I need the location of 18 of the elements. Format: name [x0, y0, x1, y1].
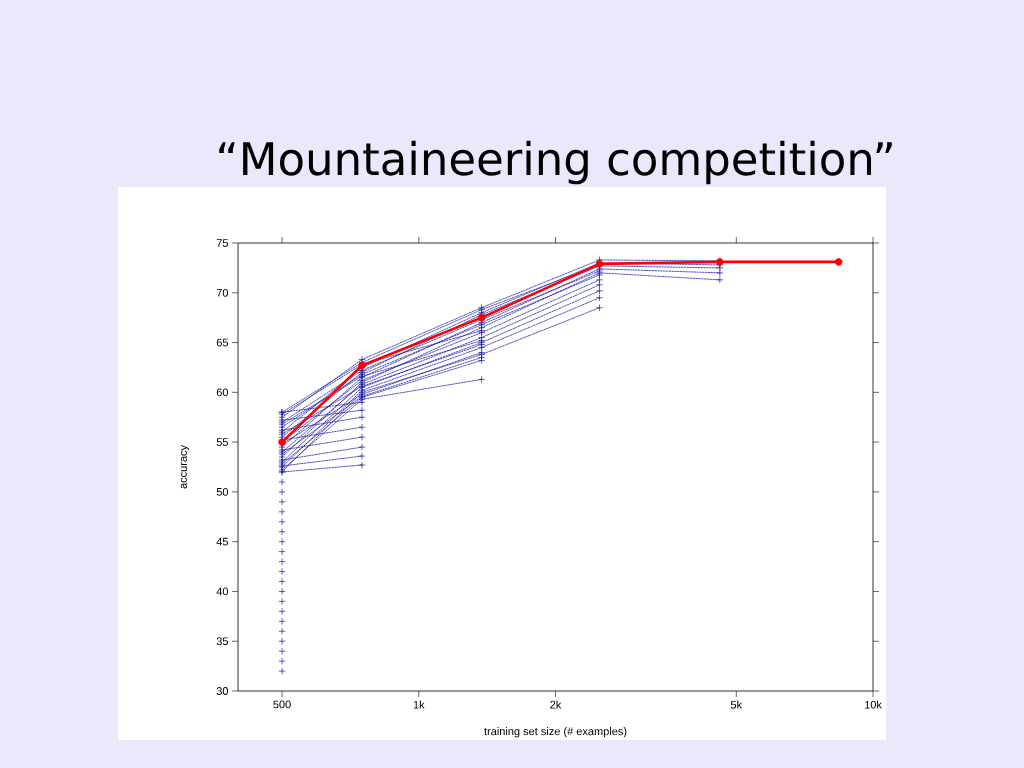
- x-tick-label: 10k: [865, 700, 882, 709]
- x-tick-label: 5k: [730, 700, 743, 709]
- y-tick-label: 40: [216, 587, 229, 596]
- x-axis-title: training set size (# examples): [484, 727, 627, 738]
- y-tick-label: 65: [216, 338, 229, 347]
- y-tick-label: 60: [216, 388, 229, 397]
- x-tick-label: 2k: [550, 700, 562, 709]
- y-tick-label: 70: [216, 288, 229, 297]
- x-tick-label: 1k: [413, 700, 425, 709]
- y-tick-label: 35: [216, 637, 229, 646]
- y-tick-label: 50: [216, 488, 229, 496]
- y-tick-label: 45: [216, 537, 229, 546]
- chart-title: “Mountaineering competition”: [219, 140, 892, 185]
- y-tick-label: 55: [216, 438, 229, 446]
- y-axis-title: accuracy: [180, 445, 190, 489]
- y-tick-label: 30: [216, 687, 229, 695]
- x-tick-label: 500: [273, 700, 291, 709]
- y-tick-label: 75: [216, 239, 229, 247]
